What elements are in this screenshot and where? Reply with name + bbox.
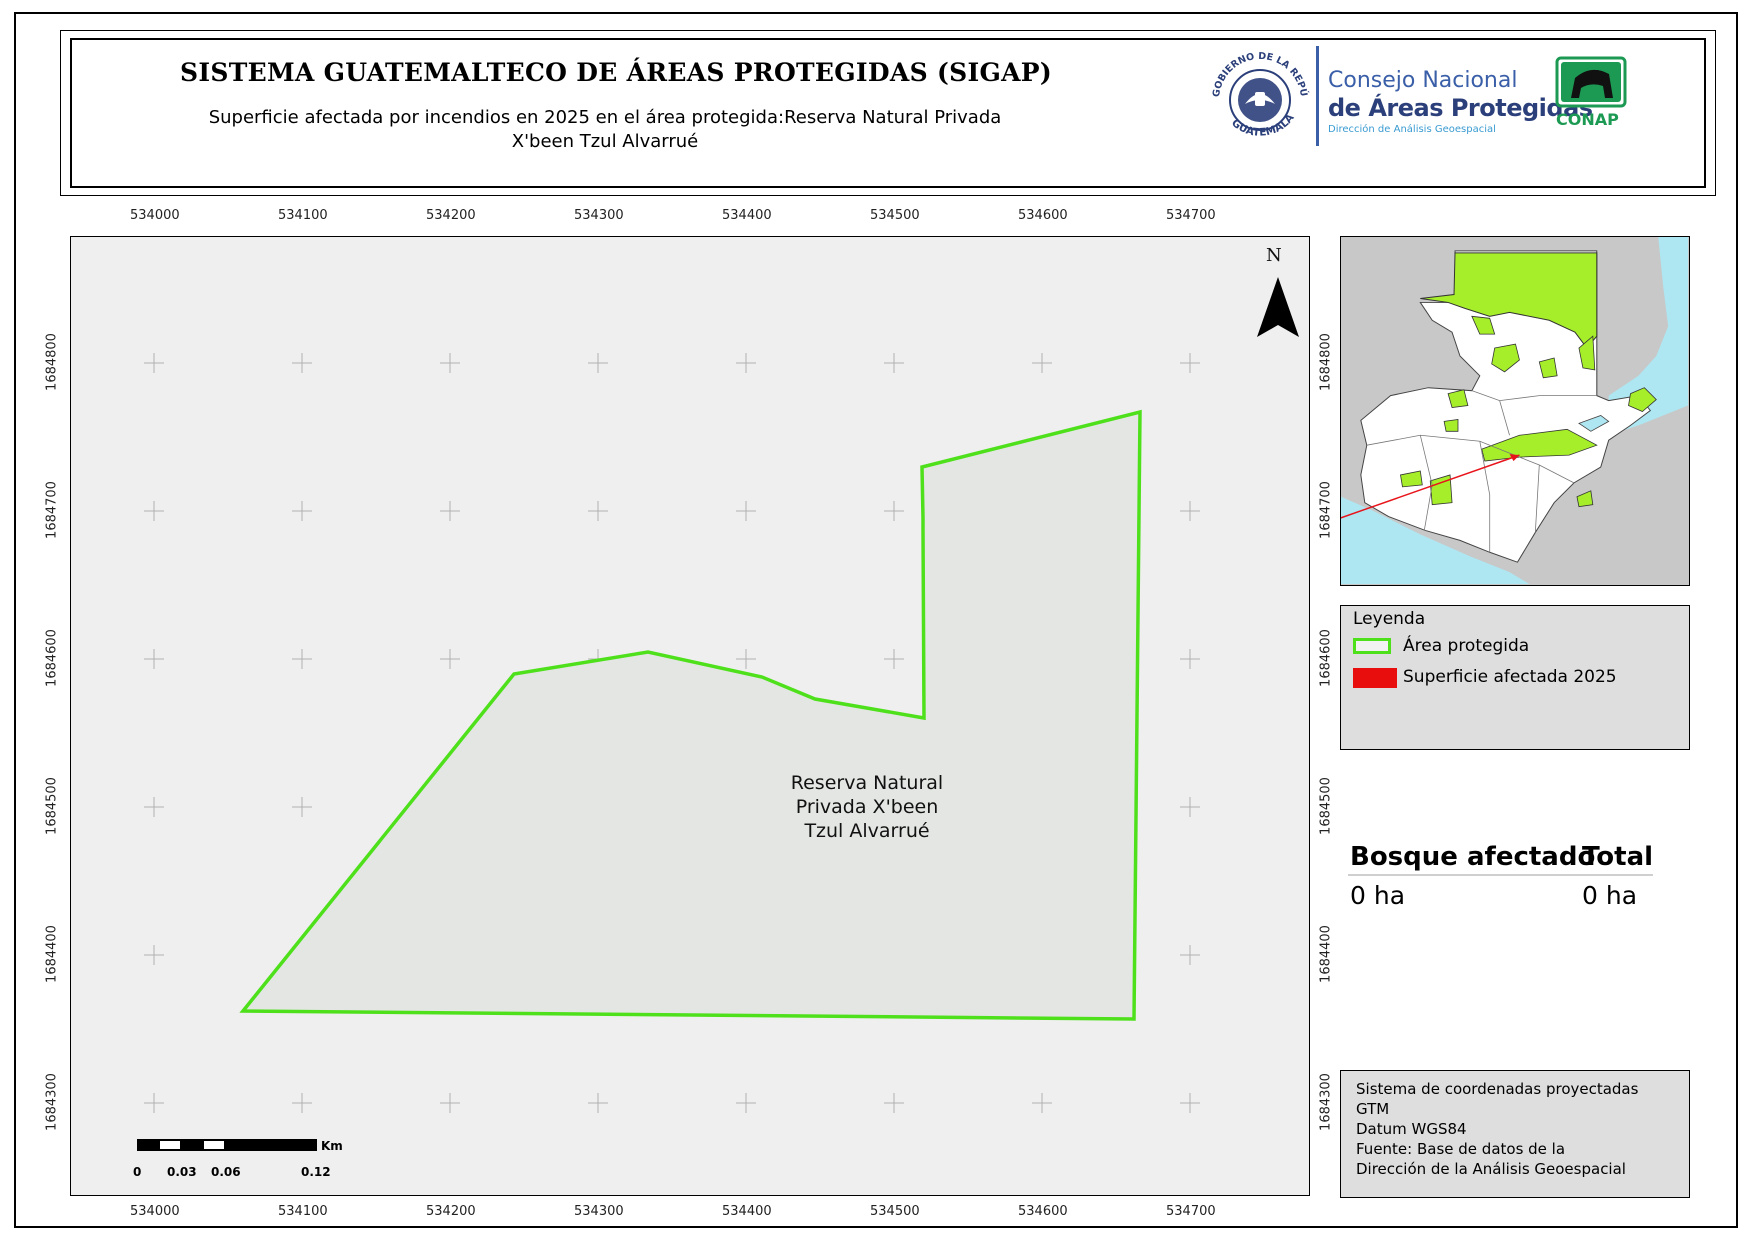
map-title: SISTEMA GUATEMALTECO DE ÁREAS PROTEGIDAS… — [180, 58, 1053, 87]
summary-divider — [1348, 874, 1653, 876]
y-tick-left: 1684300 — [44, 1073, 60, 1131]
x-tick-top: 534700 — [1166, 208, 1216, 223]
y-tick-right: 1684400 — [1318, 925, 1334, 983]
x-tick-bottom: 534400 — [722, 1204, 772, 1219]
y-tick-left: 1684500 — [44, 777, 60, 835]
conap-logo-line1: Consejo Nacional — [1328, 68, 1518, 93]
conap-badge: CONAP — [1556, 110, 1619, 129]
y-tick-left: 1684700 — [44, 481, 60, 539]
legend-label-protected-area: Área protegida — [1403, 636, 1530, 656]
x-tick-top: 534500 — [870, 208, 920, 223]
x-tick-bottom: 534200 — [426, 1204, 476, 1219]
y-tick-right: 1684800 — [1318, 333, 1334, 391]
legend-panel: Leyenda Área protegida Superficie afecta… — [1340, 605, 1690, 750]
legend-swatch-protected-area — [1353, 638, 1391, 654]
x-tick-top: 534300 — [574, 208, 624, 223]
conap-logo-line3: Dirección de Análisis Geoespacial — [1328, 124, 1496, 135]
summary-value-affected: 0 ha — [1350, 881, 1406, 910]
map-info-panel: Sistema de coordenadas proyectadas GTM D… — [1340, 1070, 1690, 1198]
conap-jaguar-logo — [1555, 56, 1627, 108]
map-canvas — [144, 353, 1200, 1113]
info-line-projection: GTM — [1356, 1100, 1390, 1118]
x-tick-top: 534600 — [1018, 208, 1068, 223]
main-map[interactable]: Reserva Natural Privada X'been Tzul Alva… — [70, 236, 1310, 1196]
x-tick-top: 534200 — [426, 208, 476, 223]
x-tick-top: 534000 — [130, 208, 180, 223]
y-tick-right: 1684700 — [1318, 481, 1334, 539]
x-tick-bottom: 534300 — [574, 1204, 624, 1219]
protected-area-polygon[interactable] — [239, 409, 1142, 1021]
info-line-source: Fuente: Base de datos de la — [1356, 1140, 1566, 1158]
summary-header-affected: Bosque afectado — [1350, 842, 1596, 872]
summary-value-total: 0 ha — [1582, 881, 1638, 910]
locator-map[interactable] — [1335, 236, 1690, 586]
legend-label-affected-area: Superficie afectada 2025 — [1403, 667, 1617, 687]
info-line-crs: Sistema de coordenadas proyectadas — [1356, 1080, 1639, 1098]
info-line-datum: Datum WGS84 — [1356, 1120, 1467, 1138]
y-tick-left: 1684400 — [44, 925, 60, 983]
y-tick-right: 1684300 — [1318, 1073, 1334, 1131]
y-tick-left: 1684800 — [44, 333, 60, 391]
summary-header-total: Total — [1582, 842, 1654, 872]
page-frame — [14, 12, 1738, 1228]
legend-swatch-affected-area — [1353, 668, 1397, 688]
guatemala-seal-logo: GOBIERNO DE LA REPÚBLICA GUATEMALA — [1205, 44, 1310, 139]
header-frame-outer — [60, 30, 1716, 196]
locator-map-canvas — [1335, 237, 1688, 584]
x-tick-top: 534100 — [278, 208, 328, 223]
legend-title: Leyenda — [1353, 609, 1426, 629]
logo-divider — [1316, 46, 1319, 146]
y-tick-right: 1684500 — [1318, 777, 1334, 835]
x-tick-bottom: 534100 — [278, 1204, 328, 1219]
x-tick-bottom: 534600 — [1018, 1204, 1068, 1219]
y-tick-left: 1684600 — [44, 629, 60, 687]
map-subtitle: Superficie afectada por incendios en 202… — [208, 107, 1002, 152]
x-tick-bottom: 534500 — [870, 1204, 920, 1219]
y-tick-right: 1684600 — [1318, 629, 1334, 687]
header-frame — [70, 38, 1706, 188]
conap-logo-line2: de Áreas Protegidas — [1328, 94, 1593, 122]
x-tick-bottom: 534000 — [130, 1204, 180, 1219]
info-text: Sistema de coordenadas proyectadas GTM D… — [1356, 1079, 1638, 1179]
info-line-source-2: Dirección de la Análisis Geoespacial — [1356, 1160, 1626, 1178]
x-tick-top: 534400 — [722, 208, 772, 223]
x-tick-bottom: 534700 — [1166, 1204, 1216, 1219]
